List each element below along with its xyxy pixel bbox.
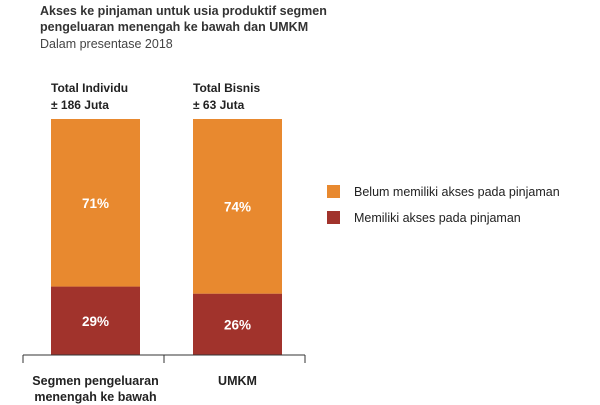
bar-segment-belum-1 [193,119,282,294]
category-label-1-line-0: UMKM [218,374,257,388]
legend-label-0: Belum memiliki akses pada pinjaman [354,185,560,199]
chart-subtitle: Dalam presentase 2018 [40,37,173,51]
data-label-memiliki-1: 26% [224,317,251,332]
legend-swatch-1 [327,211,340,224]
category-label-0-line-0: Segmen pengeluaran [32,374,158,388]
group-header-0-line-1: ± 186 Juta [51,98,109,112]
group-header-1-line-0: Total Bisnis [193,81,260,95]
group-header-1-line-1: ± 63 Juta [193,98,245,112]
bar-segment-memiliki-0 [51,286,140,355]
data-label-memiliki-0: 29% [82,314,109,329]
chart-title: Akses ke pinjaman untuk usia produktif s… [40,4,327,34]
data-label-belum-0: 71% [82,196,109,211]
category-label-0-line-1: menengah ke bawah [34,390,156,404]
bar-segment-memiliki-1 [193,293,282,355]
data-label-belum-1: 74% [224,199,251,214]
legend-swatch-0 [327,185,340,198]
group-header-0-line-0: Total Individu [51,81,128,95]
legend-label-1: Memiliki akses pada pinjaman [354,211,521,225]
bar-segment-belum-0 [51,119,140,287]
